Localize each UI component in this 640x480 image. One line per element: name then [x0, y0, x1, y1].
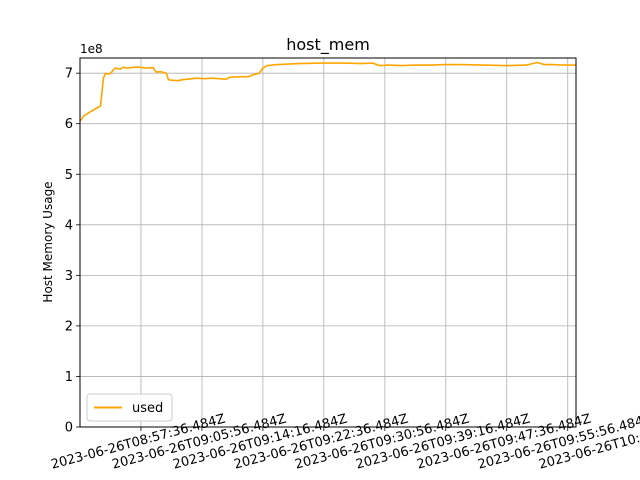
chart-title: host_mem: [286, 35, 370, 55]
y-tick-label: 7: [65, 67, 73, 82]
legend-label-used: used: [132, 401, 163, 416]
y-tick-label: 6: [65, 117, 73, 132]
legend: used: [87, 394, 172, 421]
y-tick-label: 1: [65, 370, 73, 385]
y-tick-label: 5: [65, 168, 73, 183]
y-axis-label: Host Memory Usage: [41, 181, 55, 302]
y-tick-label: 3: [65, 269, 73, 284]
y-offset-text: 1e8: [80, 42, 103, 56]
y-tick-label: 2: [65, 319, 73, 334]
y-tick-label: 0: [65, 421, 73, 436]
y-tick-label: 4: [65, 218, 73, 233]
